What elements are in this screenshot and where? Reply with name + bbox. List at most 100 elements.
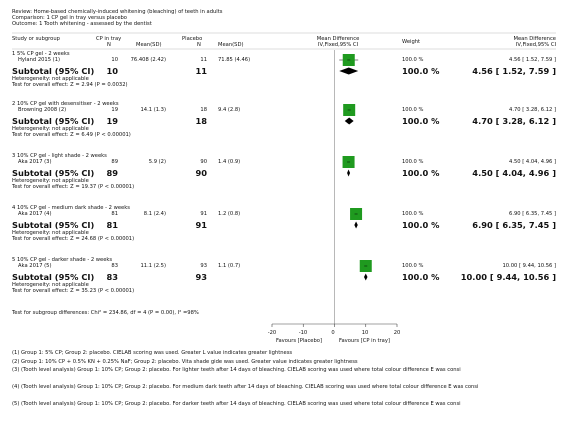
subtotal-label: Subtotal (95% CI) bbox=[12, 168, 95, 178]
subtotal-weight: 100.0 % bbox=[402, 168, 440, 178]
study-weight: 100.0 % bbox=[402, 107, 424, 113]
study-weight: 100.0 % bbox=[402, 57, 424, 63]
study-m2: 1.4 (0.9) bbox=[218, 159, 241, 165]
axis-left-label: Favours [Placebo] bbox=[275, 338, 322, 344]
study-n1: 10 bbox=[111, 57, 118, 63]
study-weight: 100.0 % bbox=[402, 263, 424, 269]
col-cp: CP in tray bbox=[96, 36, 122, 42]
axis-tick-label: -10 bbox=[298, 330, 308, 336]
subtotal-diamond bbox=[339, 67, 359, 75]
subtotal-n1: 10 bbox=[106, 66, 118, 76]
col-md2: Mean Difference bbox=[513, 36, 556, 42]
col-study: Study or subgroup bbox=[12, 36, 60, 42]
subtotal-weight: 100.0 % bbox=[402, 116, 440, 126]
subtotal-ci: 10.00 [ 9.44, 10.56 ] bbox=[460, 272, 556, 282]
study-weight: 100.0 % bbox=[402, 159, 424, 165]
study-n2: 93 bbox=[200, 263, 207, 269]
subtotal-n1: 83 bbox=[106, 272, 118, 282]
study-n2: 18 bbox=[200, 107, 207, 113]
col-mean1: Mean(SD) bbox=[136, 42, 162, 48]
footnote: (3) (Tooth level analysis) Group 1: 10% … bbox=[12, 367, 461, 373]
study-m2: 1.1 (0.7) bbox=[218, 263, 241, 269]
subgroup-differences-test: Test for subgroup differences: Chi² = 23… bbox=[12, 310, 199, 316]
study-m1: 5.9 (2) bbox=[148, 159, 166, 165]
subgroup-title: 1 5% CP gel - 2 weeks bbox=[12, 51, 70, 57]
subgroup-title: 4 10% CP gel - medium dark shade - 2 wee… bbox=[12, 205, 130, 211]
study-ci: 10.00 [ 9.44, 10.56 ] bbox=[502, 263, 556, 269]
subtotal-diamond bbox=[354, 221, 358, 229]
col-weight: Weight bbox=[402, 39, 421, 45]
col-n2: N bbox=[197, 42, 201, 48]
col-md: Mean Difference bbox=[316, 36, 360, 42]
axis-tick-label: 10 bbox=[361, 330, 369, 336]
axis-tick-label: -20 bbox=[267, 330, 277, 336]
study-name: Hyland 2015 (1) bbox=[18, 57, 61, 63]
footnote: (5) (Tooth level analysis) Group 1: 10% … bbox=[12, 401, 461, 407]
heterogeneity: Heterogeneity: not applicable bbox=[12, 230, 89, 236]
subtotal-label: Subtotal (95% CI) bbox=[12, 66, 95, 76]
overall-effect-test: Test for overall effect: Z = 24.68 (P < … bbox=[12, 236, 135, 242]
subtotal-ci: 4.50 [ 4.04, 4.96 ] bbox=[472, 168, 556, 178]
study-m1: 8.1 (2.4) bbox=[143, 211, 166, 217]
subtotal-n1: 81 bbox=[106, 220, 118, 230]
study-name: Aka 2017 (5) bbox=[18, 263, 52, 269]
subtotal-label: Subtotal (95% CI) bbox=[12, 272, 95, 282]
col-mean2: Mean(SD) bbox=[218, 42, 244, 48]
heterogeneity: Heterogeneity: not applicable bbox=[12, 76, 89, 82]
study-n1: 89 bbox=[111, 159, 118, 165]
axis-tick-label: 20 bbox=[393, 330, 401, 336]
study-n1: 81 bbox=[111, 211, 118, 217]
subtotal-label: Subtotal (95% CI) bbox=[12, 220, 95, 230]
study-ci: 6.90 [ 6.35, 7.45 ] bbox=[509, 211, 556, 217]
study-m2: 71.85 (4.46) bbox=[218, 57, 251, 63]
study-m2: 1.2 (0.8) bbox=[218, 211, 241, 217]
study-m2: 9.4 (2.8) bbox=[218, 107, 241, 113]
study-m1: 11.1 (2.5) bbox=[140, 263, 167, 269]
subtotal-weight: 100.0 % bbox=[402, 66, 440, 76]
study-weight: 100.0 % bbox=[402, 211, 424, 217]
study-m1: 14.1 (1.3) bbox=[140, 107, 167, 113]
col-placebo: Placebo bbox=[182, 36, 203, 42]
study-name: Aka 2017 (3) bbox=[18, 159, 52, 165]
subtotal-n2: 93 bbox=[195, 272, 207, 282]
subtotal-diamond bbox=[344, 117, 354, 125]
axis-tick-label: 0 bbox=[331, 330, 335, 336]
study-m1: 76.408 (2.42) bbox=[130, 57, 166, 63]
subtotal-ci: 4.56 [ 1.52, 7.59 ] bbox=[472, 66, 556, 76]
subgroup-title: 2 10% CP gel with desensitiser - 2 weeks bbox=[12, 101, 119, 107]
subtotal-n2: 11 bbox=[195, 66, 207, 76]
axis-right-label: Favours [CP in tray] bbox=[339, 338, 390, 344]
subtotal-n2: 18 bbox=[195, 116, 207, 126]
subtotal-label: Subtotal (95% CI) bbox=[12, 116, 95, 126]
study-name: Browning 2008 (2) bbox=[18, 107, 67, 113]
subtotal-n1: 89 bbox=[106, 168, 118, 178]
overall-effect-test: Test for overall effect: Z = 2.94 (P = 0… bbox=[12, 82, 128, 88]
overall-effect-test: Test for overall effect: Z = 6.49 (P < 0… bbox=[12, 132, 131, 138]
subtotal-ci: 6.90 [ 6.35, 7.45 ] bbox=[472, 220, 556, 230]
subtotal-n1: 19 bbox=[106, 116, 118, 126]
subtotal-diamond bbox=[364, 273, 368, 281]
subgroup-title: 5 10% CP gel - darker shade - 2 weeks bbox=[12, 257, 113, 263]
subtotal-n2: 91 bbox=[195, 220, 207, 230]
study-name: Aka 2017 (4) bbox=[18, 211, 52, 217]
subgroup-title: 3 10% CP gel - light shade - 2 weeks bbox=[12, 153, 107, 159]
subtotal-weight: 100.0 % bbox=[402, 220, 440, 230]
study-n1: 83 bbox=[111, 263, 118, 269]
heterogeneity: Heterogeneity: not applicable bbox=[12, 282, 89, 288]
comparison-title: Comparison: 1 CP gel in tray versus plac… bbox=[12, 15, 127, 21]
study-ci: 4.50 [ 4.04, 4.96 ] bbox=[509, 159, 556, 165]
footnote: (4) (Tooth level analysis) Group 1: 10% … bbox=[12, 384, 479, 390]
subtotal-weight: 100.0 % bbox=[402, 272, 440, 282]
outcome-title: Outcome: 1 Tooth whitening - assessed by… bbox=[12, 21, 152, 27]
footnote: (1) Group 1: 5% CP; Group 2: placebo. CI… bbox=[12, 350, 293, 356]
study-n2: 91 bbox=[200, 211, 207, 217]
heterogeneity: Heterogeneity: not applicable bbox=[12, 178, 89, 184]
footnote: (2) Group 1: 10% CP + 0.5% KN + 0.25% Na… bbox=[12, 359, 358, 365]
study-ci: 4.56 [ 1.52, 7.59 ] bbox=[509, 57, 556, 63]
subtotal-ci: 4.70 [ 3.28, 6.12 ] bbox=[472, 116, 556, 126]
heterogeneity: Heterogeneity: not applicable bbox=[12, 126, 89, 132]
subtotal-diamond bbox=[347, 169, 351, 177]
study-n1: 19 bbox=[111, 107, 118, 113]
study-ci: 4.70 [ 3.28, 6.12 ] bbox=[509, 107, 556, 113]
